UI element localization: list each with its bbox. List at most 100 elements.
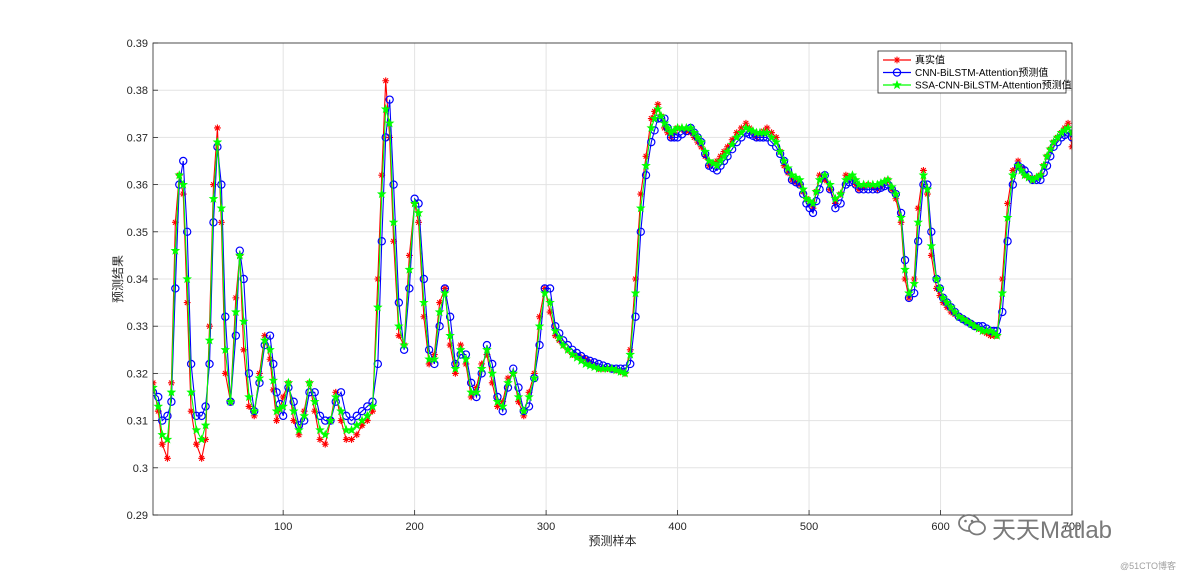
data-point <box>708 158 718 168</box>
watermark-text: 天天Matlab <box>992 517 1113 544</box>
data-point <box>244 369 254 378</box>
data-point <box>157 429 167 439</box>
data-point <box>585 360 595 370</box>
data-point <box>390 237 397 245</box>
data-point <box>950 307 960 317</box>
data-point <box>646 122 657 133</box>
data-point <box>869 183 877 191</box>
data-point <box>363 417 371 424</box>
data-point <box>231 331 241 340</box>
data-point <box>380 104 391 114</box>
data-point <box>232 294 240 302</box>
data-point <box>214 124 221 132</box>
data-point <box>696 137 707 147</box>
data-point <box>164 454 171 462</box>
data-point <box>630 288 641 298</box>
data-point <box>225 396 236 406</box>
data-point <box>1004 200 1011 207</box>
data-point <box>315 411 325 421</box>
data-point <box>200 420 211 430</box>
data-point <box>938 292 948 302</box>
data-point <box>927 227 936 236</box>
data-point <box>508 368 519 378</box>
legend-item: 真实值 <box>883 54 945 67</box>
data-point <box>166 387 177 397</box>
data-point <box>497 401 508 411</box>
data-point <box>192 440 200 448</box>
data-point <box>158 440 166 448</box>
data-point <box>405 252 413 259</box>
data-point <box>310 388 319 397</box>
data-point <box>632 275 639 283</box>
data-point <box>524 391 534 402</box>
data-point <box>545 284 555 293</box>
data-point <box>429 354 440 364</box>
data-point <box>784 169 792 177</box>
data-point <box>607 363 617 373</box>
series-3 <box>153 104 1072 444</box>
data-point <box>311 407 319 415</box>
data-point <box>266 355 274 363</box>
data-point <box>518 406 529 416</box>
legend-label: SSA-CNN-BiLSTM-Attention预测值 <box>915 79 1072 92</box>
data-point <box>791 172 801 182</box>
data-point <box>636 227 645 236</box>
y-tick-label: 0.31 <box>127 416 148 428</box>
data-point <box>647 115 655 122</box>
data-point <box>316 436 324 443</box>
data-point <box>330 391 341 402</box>
data-point <box>445 312 455 321</box>
data-point <box>901 275 909 283</box>
data-point <box>965 318 976 328</box>
data-point <box>413 207 424 217</box>
data-point <box>779 155 789 166</box>
data-point <box>240 346 248 354</box>
data-point <box>394 298 404 307</box>
data-point <box>153 401 164 411</box>
data-point <box>434 307 445 317</box>
data-point <box>182 227 192 236</box>
data-point <box>336 388 346 397</box>
data-point <box>382 77 390 85</box>
data-point <box>656 111 666 121</box>
data-point <box>268 375 279 385</box>
data-point <box>221 370 229 377</box>
data-point <box>762 127 772 137</box>
data-point <box>446 341 454 349</box>
data-point <box>197 411 206 421</box>
data-point <box>951 311 959 318</box>
data-point <box>1019 170 1030 180</box>
y-tick-label: 0.29 <box>127 510 148 522</box>
data-point <box>1013 160 1023 170</box>
data-point <box>820 170 830 180</box>
data-point <box>887 181 897 192</box>
data-point <box>685 122 696 133</box>
data-point <box>187 407 195 415</box>
y-tick-label: 0.32 <box>127 368 148 380</box>
data-point <box>320 429 331 439</box>
data-point <box>419 297 429 307</box>
data-point <box>969 321 980 331</box>
data-point <box>642 152 650 160</box>
data-point <box>440 288 450 298</box>
data-point <box>689 127 700 137</box>
data-point <box>162 434 173 444</box>
data-point <box>171 284 180 293</box>
data-point <box>309 396 320 406</box>
data-point <box>420 313 428 321</box>
data-point <box>245 403 253 410</box>
data-point <box>325 415 336 425</box>
data-point <box>250 412 258 420</box>
y-tick-label: 0.36 <box>127 180 148 192</box>
data-point <box>220 344 231 354</box>
data-point <box>217 180 226 189</box>
data-point <box>719 151 729 161</box>
data-point <box>163 411 172 421</box>
data-point <box>998 307 1007 317</box>
data-point <box>712 160 722 170</box>
data-point <box>883 174 893 184</box>
data-point <box>783 163 793 173</box>
data-point <box>183 299 191 306</box>
data-point <box>514 383 523 392</box>
